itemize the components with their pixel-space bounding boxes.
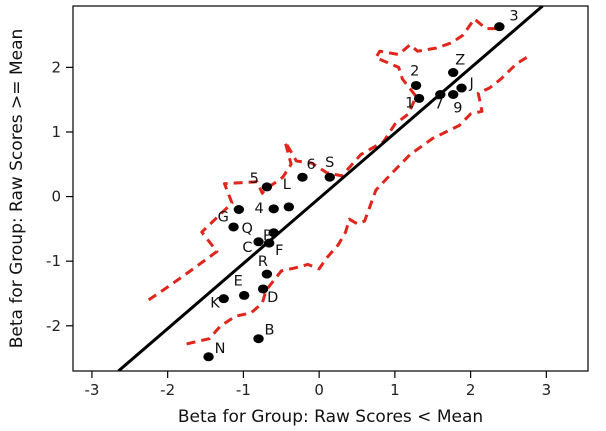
x-tick-label-0: 0	[314, 381, 324, 399]
point-1	[413, 93, 425, 103]
x-tick-label-3: 3	[542, 381, 552, 399]
point-N	[203, 352, 214, 362]
x-tick-label--1: -1	[236, 381, 251, 399]
point-C	[253, 237, 264, 247]
point-label-C: C	[242, 240, 252, 256]
point-label-Q: Q	[242, 221, 253, 237]
y-tick-label-0: 0	[51, 188, 61, 206]
point-9	[447, 90, 459, 100]
point-5	[261, 182, 273, 192]
point-Q	[228, 222, 239, 232]
point-B	[253, 334, 264, 344]
x-tick-label-1: 1	[390, 381, 400, 399]
point-2	[410, 80, 422, 90]
axes-layer: -3 -2 -1 0 1 2 3 -2 -1 0 1 2	[46, 58, 551, 399]
points-layer: 3 ZJ 2 1 7 9 6 S 5 L 4 GQ PC FRE D K B N	[203, 9, 519, 362]
point-label-Z: Z	[455, 53, 465, 69]
point-label-N: N	[215, 341, 226, 357]
point-D	[257, 284, 269, 294]
point-K	[218, 294, 229, 304]
point-label-5: 5	[250, 171, 259, 187]
point-label-9: 9	[453, 101, 462, 117]
point-label-4: 4	[254, 201, 263, 217]
plot-frame	[72, 5, 589, 372]
fit-layer	[117, 6, 544, 371]
point-label-P: P	[263, 228, 272, 244]
point-label-3: 3	[509, 9, 518, 25]
point-label-R: R	[258, 254, 268, 270]
point-4	[268, 204, 279, 214]
point-label-1: 1	[405, 95, 414, 111]
x-tick-label--3: -3	[84, 381, 99, 399]
bounds-layer	[147, 17, 533, 346]
point-label-S: S	[325, 155, 334, 171]
y-tick-label-1: 1	[51, 123, 61, 141]
point-L	[283, 202, 295, 212]
lower-bound-line	[186, 53, 533, 346]
y-axis-title: Beta for Group: Raw Scores >= Mean	[7, 29, 27, 349]
point-P	[268, 228, 279, 238]
y-tick-label--1: -1	[46, 252, 61, 270]
point-F	[263, 238, 275, 248]
x-tick-label--2: -2	[160, 381, 175, 399]
x-axis-title: Beta for Group: Raw Scores < Mean	[178, 407, 483, 427]
point-label-J: J	[469, 76, 474, 92]
point-J	[456, 83, 467, 93]
point-label-G: G	[218, 209, 229, 225]
point-label-6: 6	[306, 157, 315, 173]
y-tick-label--2: -2	[46, 317, 61, 335]
point-label-E: E	[234, 273, 243, 289]
point-label-2: 2	[410, 63, 419, 79]
point-label-B: B	[265, 323, 275, 339]
point-label-7: 7	[434, 97, 443, 113]
point-7	[435, 90, 446, 100]
point-6	[297, 172, 308, 182]
point-label-D: D	[267, 290, 278, 306]
upper-bound-line	[147, 17, 501, 302]
point-3	[494, 22, 505, 32]
point-label-F: F	[275, 243, 283, 259]
point-R	[261, 269, 273, 279]
point-Z	[447, 68, 459, 78]
point-E	[238, 290, 250, 300]
point-label-K: K	[210, 296, 220, 312]
point-G	[233, 204, 245, 214]
y-tick-label-2: 2	[51, 58, 61, 76]
x-tick-label-2: 2	[466, 381, 476, 399]
point-label-L: L	[283, 177, 291, 193]
fit-line	[117, 6, 544, 371]
point-S	[324, 172, 335, 182]
